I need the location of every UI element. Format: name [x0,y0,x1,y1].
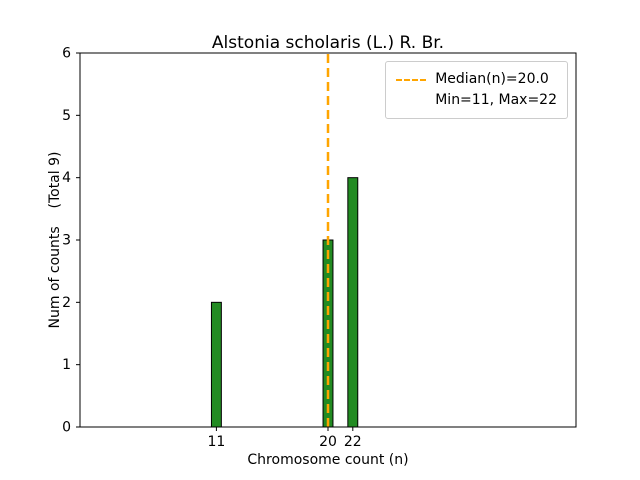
legend-label-median: Median(n)=20.0 [435,71,549,87]
x-tick-label: 11 [207,434,225,450]
x-tick-label: 20 [319,434,337,450]
bar [347,177,359,428]
y-axis-label: Num of counts (Total 9) [47,151,63,329]
y-tick-label: 3 [62,232,71,248]
legend-entry-median: Median(n)=20.0 [396,69,557,90]
y-tick-label: 4 [62,170,71,186]
x-tick-label: 22 [344,434,362,450]
legend: Median(n)=20.0 Min=11, Max=22 [385,61,568,119]
y-tick-label: 5 [62,108,71,124]
legend-entry-minmax: Min=11, Max=22 [396,90,557,111]
legend-label-minmax: Min=11, Max=22 [435,92,557,108]
x-axis-label: Chromosome count (n) [247,452,409,468]
bar [210,301,222,428]
y-tick-label: 1 [62,357,71,373]
y-tick-label: 2 [62,295,71,311]
y-tick-label: 6 [62,45,71,61]
chart-title: Alstonia scholaris (L.) R. Br. [211,33,445,53]
y-tick-label: 0 [62,419,71,435]
median-dashed-line-icon [396,78,427,81]
